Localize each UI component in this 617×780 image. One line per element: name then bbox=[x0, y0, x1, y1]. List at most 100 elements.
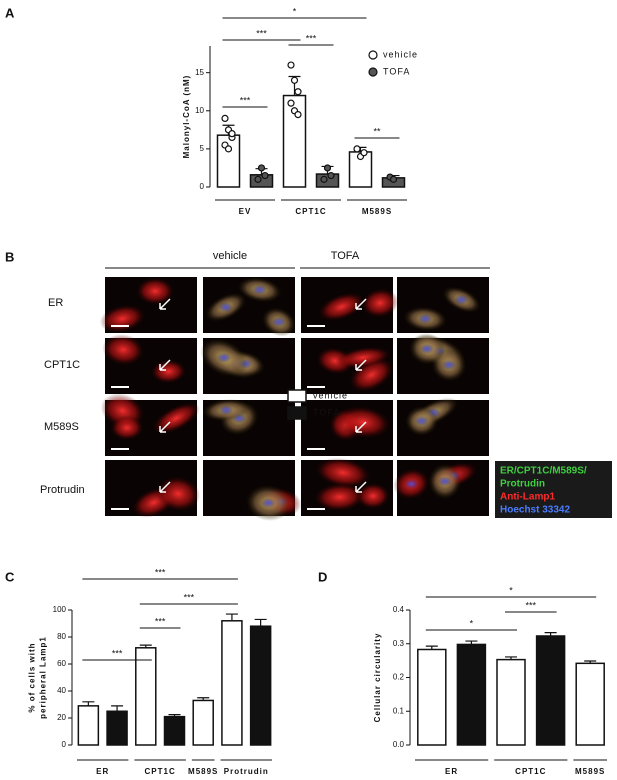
data-point bbox=[294, 110, 302, 119]
nucleus bbox=[404, 479, 419, 490]
y-tick-label: 60 bbox=[57, 659, 66, 668]
x-tick-label: M589S bbox=[362, 207, 392, 216]
error-bar bbox=[225, 613, 238, 621]
data-point bbox=[327, 171, 335, 180]
channel-legend: Anti-Lamp1 bbox=[500, 492, 555, 503]
data-point bbox=[221, 114, 229, 123]
legend-marker bbox=[368, 50, 378, 60]
cell bbox=[152, 402, 200, 434]
x-tick-label: M589S bbox=[188, 767, 218, 776]
nucleus bbox=[271, 316, 286, 327]
x-tick-label: ER bbox=[445, 767, 458, 776]
channel-legend-box bbox=[495, 461, 612, 518]
data-point bbox=[323, 164, 332, 172]
nucleus bbox=[414, 415, 429, 426]
bar bbox=[249, 174, 274, 188]
error-bar bbox=[254, 618, 267, 627]
row-label: ER bbox=[48, 297, 63, 309]
nucleus bbox=[261, 497, 276, 508]
arrow bbox=[355, 481, 367, 493]
error-bar bbox=[197, 697, 210, 701]
y-tick-label: 0.2 bbox=[393, 673, 405, 682]
legend-label: vehicle bbox=[313, 390, 348, 400]
y-tick-label: 0.3 bbox=[393, 639, 405, 648]
bar bbox=[221, 620, 243, 746]
y-tick-label: 100 bbox=[53, 605, 67, 614]
bar bbox=[496, 658, 526, 746]
cell bbox=[315, 457, 371, 488]
legend-label: TOFA bbox=[383, 66, 410, 76]
error-bar bbox=[111, 705, 124, 712]
data-point bbox=[224, 145, 233, 153]
legend-marker bbox=[287, 389, 307, 403]
bar bbox=[575, 662, 605, 746]
nucleus bbox=[419, 343, 434, 354]
y-tick-label: 5 bbox=[200, 144, 205, 153]
arrow bbox=[159, 481, 171, 493]
data-point bbox=[353, 145, 361, 153]
bar bbox=[216, 134, 241, 188]
cell bbox=[102, 334, 144, 366]
bar bbox=[192, 699, 214, 746]
data-point bbox=[360, 149, 368, 157]
arrow bbox=[159, 421, 171, 433]
bar bbox=[249, 625, 272, 746]
significance-label: *** bbox=[184, 592, 195, 602]
column-header: vehicle bbox=[213, 250, 247, 262]
y-tick-label: 40 bbox=[57, 686, 66, 695]
row-label: M589S bbox=[44, 421, 79, 433]
cell bbox=[356, 483, 390, 509]
nucleus bbox=[441, 359, 456, 370]
significance-label: ** bbox=[373, 126, 381, 136]
legend-label: TOFA bbox=[313, 407, 340, 417]
data-point bbox=[254, 175, 262, 183]
bar bbox=[106, 710, 128, 746]
panel-label: C bbox=[5, 569, 15, 584]
panel-label: B bbox=[5, 249, 14, 264]
y-axis-label: % of cells with bbox=[28, 642, 37, 712]
y-axis-label: Cellular circularity bbox=[373, 633, 382, 723]
x-tick-label: CPT1C bbox=[515, 767, 546, 776]
legend-marker bbox=[368, 67, 378, 77]
cell bbox=[361, 288, 399, 318]
nucleus bbox=[219, 405, 234, 416]
nucleus bbox=[418, 313, 433, 324]
x-tick-label: ER bbox=[96, 767, 109, 776]
significance-label: *** bbox=[526, 600, 537, 610]
y-tick-label: 15 bbox=[195, 68, 204, 77]
panel-label: A bbox=[5, 5, 15, 20]
data-point bbox=[228, 130, 236, 138]
nucleus bbox=[252, 284, 267, 295]
arrow bbox=[159, 359, 171, 371]
error-bar bbox=[505, 656, 517, 660]
error-bar bbox=[139, 644, 152, 648]
data-point bbox=[294, 88, 302, 96]
cell bbox=[314, 482, 365, 512]
error-bar bbox=[82, 701, 95, 706]
bar bbox=[535, 635, 566, 746]
significance-label: *** bbox=[155, 616, 166, 626]
data-point bbox=[261, 171, 269, 180]
y-tick-label: 0 bbox=[200, 182, 205, 191]
y-axis-label: peripheral Lamp1 bbox=[39, 636, 48, 719]
significance-label: * bbox=[509, 585, 513, 595]
y-axis-label: Malonyl-CoA (nM) bbox=[182, 75, 191, 159]
nucleus bbox=[454, 294, 469, 305]
channel-legend: Protrudin bbox=[500, 479, 545, 490]
data-point bbox=[320, 175, 328, 183]
arrow bbox=[159, 298, 171, 310]
significance-label: * bbox=[293, 6, 297, 16]
x-tick-label: M589S bbox=[575, 767, 605, 776]
data-point bbox=[287, 61, 295, 69]
significance-label: *** bbox=[240, 95, 251, 105]
significance-label: *** bbox=[256, 28, 267, 38]
error-bar bbox=[584, 660, 597, 664]
significance-label: *** bbox=[306, 33, 317, 43]
nucleus bbox=[218, 302, 233, 313]
bar bbox=[163, 715, 186, 746]
legend-marker bbox=[287, 406, 307, 420]
x-tick-label: Protrudin bbox=[224, 767, 269, 776]
arrow bbox=[355, 421, 367, 433]
x-tick-label: CPT1C bbox=[295, 207, 326, 216]
